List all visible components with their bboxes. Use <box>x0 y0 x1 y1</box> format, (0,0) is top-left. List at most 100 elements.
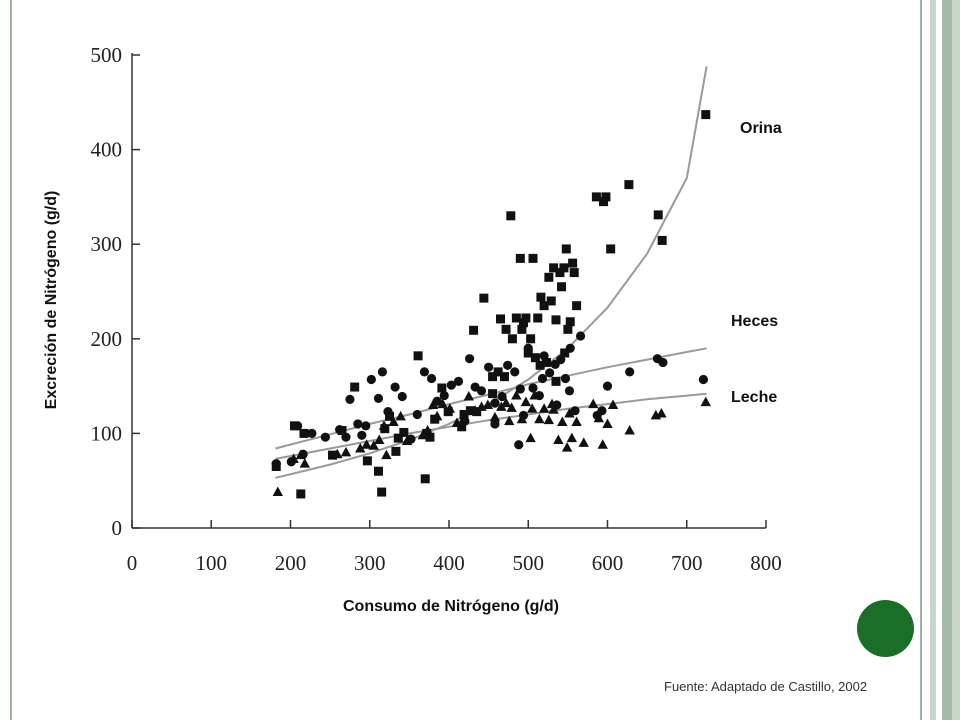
data-point-orina <box>546 296 556 306</box>
x-tick-label: 800 <box>750 551 782 575</box>
data-point-orina <box>701 110 711 120</box>
source-note: Fuente: Adaptado de Castillo, 2002 <box>664 679 868 694</box>
data-point-heces <box>490 398 500 408</box>
data-point-leche <box>401 435 413 445</box>
data-point-orina <box>601 192 611 202</box>
data-point-orina <box>563 324 573 334</box>
data-point-leche <box>561 442 573 452</box>
data-point-leche <box>506 402 517 412</box>
data-point-leche <box>427 399 439 410</box>
data-point-orina <box>328 450 338 460</box>
data-point-orina <box>555 268 565 278</box>
data-point-heces <box>514 440 524 450</box>
data-point-leche <box>571 416 582 427</box>
y-tick-label: 100 <box>91 421 123 445</box>
series-labels: Orina Heces Leche <box>731 120 782 406</box>
data-point-orina <box>391 446 401 456</box>
data-point-heces <box>383 407 393 417</box>
data-point-leche <box>374 434 385 445</box>
data-point-orina <box>420 474 430 484</box>
data-point-heces <box>412 409 422 420</box>
data-point-heces <box>564 386 575 396</box>
data-point-orina <box>399 427 409 437</box>
data-point-orina <box>465 406 475 416</box>
data-point-leche <box>463 391 475 401</box>
data-point-heces <box>341 432 351 442</box>
data-point-leche <box>299 458 310 468</box>
data-point-leche <box>444 403 455 413</box>
data-point-orina <box>496 314 506 324</box>
x-axis-title: Consumo de Nitrógeno (g/d) <box>343 598 559 615</box>
y-tick-label: 0 <box>112 516 123 540</box>
data-point-orina <box>499 372 509 382</box>
data-point-leche <box>451 417 463 427</box>
data-point-heces <box>361 421 371 431</box>
x-tick-label: 100 <box>196 551 228 575</box>
data-point-leche <box>496 401 507 411</box>
x-tick-label: 0 <box>127 551 138 575</box>
data-point-leche <box>656 408 667 418</box>
data-point-leche <box>538 403 550 413</box>
x-tick-label: 200 <box>275 551 307 575</box>
data-point-leche <box>525 432 536 443</box>
data-point-leche <box>431 410 443 421</box>
data-point-orina <box>469 325 479 335</box>
data-point-orina <box>511 313 521 323</box>
data-point-orina <box>541 357 551 367</box>
data-point-leche <box>529 390 540 400</box>
data-point-leche <box>500 397 512 408</box>
data-point-heces <box>537 373 548 384</box>
data-point-orina <box>551 315 561 325</box>
data-point-orina <box>569 268 579 278</box>
data-point-orina <box>377 487 387 497</box>
data-point-leche <box>566 432 578 443</box>
y-tick-label: 200 <box>91 327 123 351</box>
data-point-heces <box>465 354 475 364</box>
data-point-leche <box>700 396 711 407</box>
chart-axes: 0 100 200 300 400 500 0 100 200 300 400 500 600 700 80… <box>91 43 782 575</box>
axis-labels: Consumo de Nitrógeno (g/d) Excreción de … <box>43 191 559 615</box>
data-point-heces <box>570 406 580 416</box>
data-point-heces <box>658 357 668 368</box>
data-point-orina <box>515 253 525 263</box>
data-point-orina <box>528 253 538 263</box>
data-point-leche <box>422 425 433 435</box>
data-point-leche <box>395 410 406 421</box>
data-point-orina <box>507 334 517 344</box>
data-point-orina <box>506 211 516 221</box>
data-point-orina <box>521 313 531 323</box>
data-point-heces <box>345 394 355 404</box>
data-point-leche <box>355 443 366 453</box>
data-point-orina <box>437 383 447 393</box>
data-point-orina <box>530 353 540 363</box>
data-point-orina <box>479 293 489 303</box>
series-label-heces: Heces <box>731 313 778 330</box>
data-point-orina <box>350 382 360 392</box>
data-point-leche <box>624 425 635 435</box>
data-point-heces <box>565 343 575 353</box>
data-point-heces <box>625 367 635 377</box>
data-point-orina <box>549 263 559 273</box>
data-point-leche <box>597 439 608 449</box>
data-point-orina <box>653 210 663 220</box>
data-point-orina <box>393 433 403 443</box>
x-tick-label: 300 <box>354 551 386 575</box>
data-point-leche <box>602 418 613 428</box>
data-point-orina <box>413 351 423 361</box>
data-point-heces <box>539 351 549 361</box>
data-point-orina <box>536 292 546 302</box>
data-point-orina <box>493 367 503 377</box>
data-point-leche <box>520 396 532 407</box>
data-point-leche <box>593 412 604 423</box>
data-point-leche <box>368 440 379 450</box>
data-point-orina <box>296 489 306 499</box>
data-point-orina <box>551 376 561 386</box>
y-tick-label: 300 <box>91 232 123 256</box>
data-point-leche <box>295 449 307 460</box>
data-point-leche <box>332 448 343 459</box>
data-point-orina <box>533 313 543 323</box>
data-point-heces <box>556 355 566 365</box>
data-point-heces <box>293 421 303 431</box>
data-point-heces <box>390 382 400 392</box>
data-point-leche <box>340 446 352 457</box>
